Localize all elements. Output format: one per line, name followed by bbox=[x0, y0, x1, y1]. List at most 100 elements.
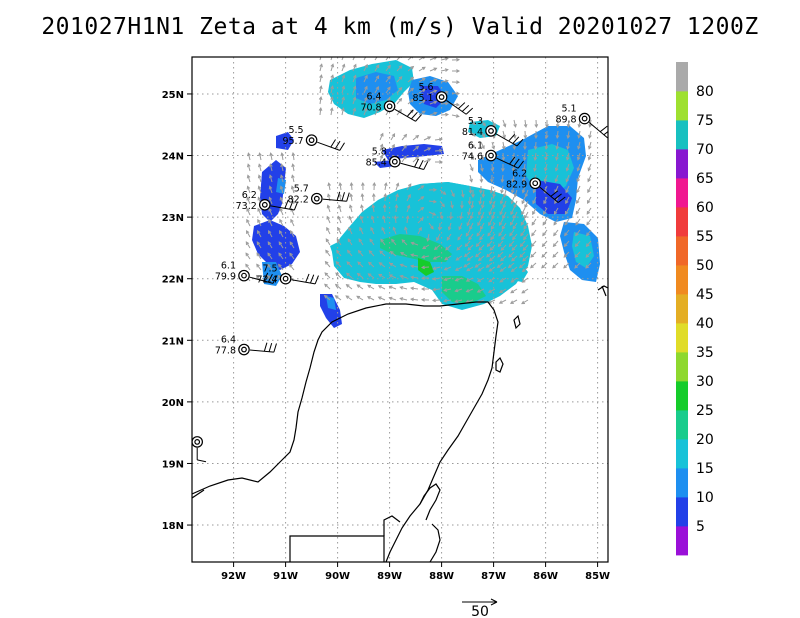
wind-vector-head bbox=[420, 287, 425, 291]
wind-vector-head bbox=[456, 57, 461, 62]
wind-vector-head bbox=[280, 163, 284, 168]
wind-vector bbox=[389, 285, 397, 290]
wind-vector-head bbox=[486, 243, 491, 248]
colorbar-swatch bbox=[676, 497, 688, 527]
lon-tick-label: 92W bbox=[221, 571, 246, 582]
wind-vector-head bbox=[325, 249, 329, 254]
wind-barb bbox=[270, 205, 295, 211]
wind-vector-head bbox=[346, 272, 350, 277]
wind-vector-head bbox=[451, 193, 455, 198]
wind-vector bbox=[325, 250, 331, 257]
wind-vector bbox=[411, 254, 419, 257]
wind-vector bbox=[439, 200, 445, 207]
wind-vector-head bbox=[565, 189, 569, 194]
wind-vector-head bbox=[468, 236, 472, 241]
wind-vector bbox=[577, 152, 581, 160]
wind-vector-head bbox=[360, 181, 365, 186]
wind-vector bbox=[268, 197, 273, 205]
wind-vector bbox=[257, 230, 262, 238]
wind-vector-head bbox=[460, 205, 464, 210]
wind-vector bbox=[368, 273, 375, 279]
wind-vector-head bbox=[268, 229, 272, 234]
wind-vector-head bbox=[363, 107, 368, 112]
wind-vector-head bbox=[427, 136, 432, 140]
wind-vector bbox=[466, 299, 474, 303]
wind-vector-head bbox=[323, 294, 328, 299]
wind-vector-head bbox=[324, 272, 329, 277]
wind-vector bbox=[478, 244, 485, 251]
wind-vector bbox=[341, 57, 344, 61]
wind-vector-head bbox=[542, 221, 547, 226]
wind-vector bbox=[258, 164, 262, 172]
wind-vector bbox=[565, 174, 570, 182]
wind-vector-head bbox=[415, 145, 420, 150]
wind-vector bbox=[480, 174, 483, 183]
wind-vector-head bbox=[348, 215, 353, 220]
wind-vector-head bbox=[369, 238, 373, 243]
wind-vector-head bbox=[269, 152, 273, 157]
wind-vector-head bbox=[521, 300, 525, 305]
wind-barb bbox=[291, 279, 316, 285]
wind-vector bbox=[450, 200, 453, 208]
wind-vector-head bbox=[398, 108, 403, 113]
wind-vector bbox=[247, 164, 251, 172]
wind-vector-head bbox=[267, 252, 271, 257]
wind-vector bbox=[477, 266, 485, 272]
station-marker-icon bbox=[238, 269, 250, 282]
wind-vector bbox=[534, 141, 537, 150]
wind-vector bbox=[501, 222, 507, 230]
wind-vector bbox=[396, 65, 403, 72]
wind-vector bbox=[531, 229, 537, 236]
colorbar-swatch bbox=[676, 120, 688, 150]
wind-vector bbox=[564, 218, 570, 226]
wind-vector-head bbox=[467, 211, 471, 216]
wind-vector bbox=[585, 262, 592, 269]
wind-vector bbox=[531, 240, 537, 247]
coastline-segment bbox=[513, 314, 521, 330]
wind-vector-head bbox=[577, 123, 582, 128]
wind-barb bbox=[249, 276, 274, 284]
wind-vector-head bbox=[465, 278, 470, 282]
echo-region bbox=[442, 276, 486, 304]
wind-vector bbox=[510, 207, 515, 215]
wind-vector-head bbox=[507, 264, 512, 269]
wind-vector-head bbox=[395, 193, 399, 198]
wind-vector-head bbox=[433, 246, 438, 251]
wind-vector bbox=[372, 205, 375, 213]
wind-vector-head bbox=[554, 200, 558, 205]
station-value-top: 7.5 bbox=[262, 264, 277, 275]
wind-vector-head bbox=[491, 145, 496, 150]
wind-vector-head bbox=[356, 284, 361, 288]
station-marker-icon bbox=[435, 91, 448, 103]
wind-vector-head bbox=[553, 221, 557, 226]
echo-region bbox=[276, 132, 294, 150]
wind-vector bbox=[434, 138, 443, 141]
wind-vector bbox=[267, 264, 273, 271]
wind-vector-head bbox=[347, 238, 352, 243]
wind-vector-head bbox=[378, 273, 383, 278]
wind-vector bbox=[439, 189, 446, 195]
station-marker-core bbox=[438, 94, 445, 100]
wind-vector bbox=[269, 186, 273, 194]
colorbar-swatch bbox=[676, 91, 688, 121]
wind-vector bbox=[395, 194, 399, 202]
wind-vector bbox=[339, 183, 342, 191]
wind-vector-head bbox=[586, 210, 591, 215]
wind-vector-head bbox=[509, 300, 514, 304]
wind-vector bbox=[417, 227, 422, 235]
wind-vector-head bbox=[523, 146, 527, 151]
wind-barb-feather bbox=[341, 192, 345, 201]
wind-vector bbox=[542, 240, 548, 247]
wind-vector bbox=[487, 229, 493, 237]
wind-vector bbox=[400, 286, 408, 290]
wind-vector-head bbox=[427, 158, 432, 162]
wind-vector bbox=[523, 222, 529, 230]
wind-vector bbox=[498, 240, 504, 247]
wind-vector-head bbox=[519, 253, 524, 258]
wind-vector-head bbox=[389, 250, 394, 255]
wind-barb-feather bbox=[411, 111, 418, 120]
wind-vector-head bbox=[437, 227, 442, 232]
wind-vector-head bbox=[446, 236, 451, 241]
wind-vector bbox=[576, 196, 581, 204]
wind-vector-head bbox=[586, 232, 590, 237]
